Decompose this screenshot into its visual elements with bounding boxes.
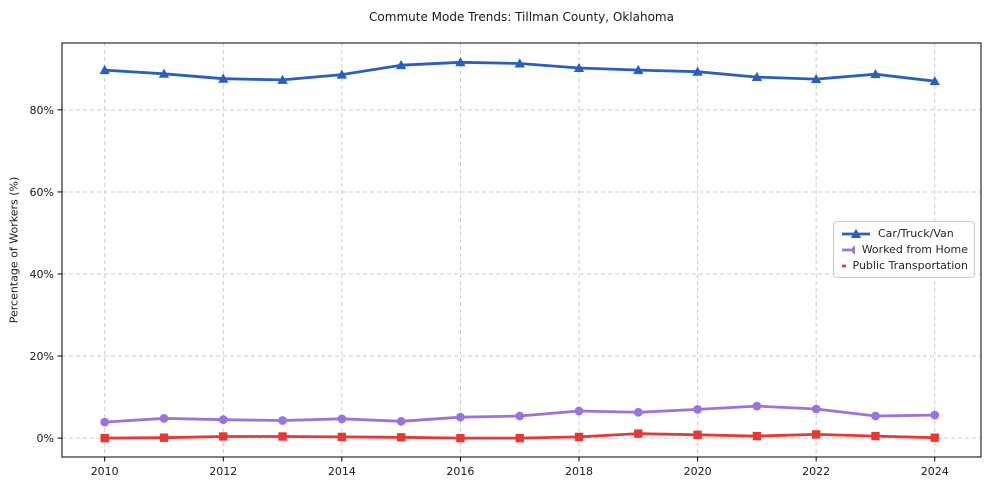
legend-circle-sample-icon bbox=[842, 245, 855, 254]
series-1-marker bbox=[456, 412, 465, 422]
y-tick-label: 20% bbox=[30, 350, 54, 363]
series-0-marker bbox=[810, 73, 822, 84]
series-2-marker bbox=[159, 433, 169, 442]
series-2-marker bbox=[278, 432, 287, 441]
axes-border bbox=[61, 42, 982, 458]
series-2-marker bbox=[811, 430, 821, 439]
series-2-marker bbox=[930, 433, 939, 442]
plot-background bbox=[62, 43, 981, 457]
x-tick-label: 2022 bbox=[802, 465, 830, 478]
legend-item: Worked from Home bbox=[841, 242, 968, 257]
series-0-marker bbox=[277, 74, 288, 84]
series-1-marker bbox=[752, 401, 762, 411]
legend-triangle-marker-icon bbox=[850, 228, 862, 238]
series-1-marker bbox=[100, 417, 110, 427]
chart-title: Commute Mode Trends: Tillman County, Okl… bbox=[369, 10, 674, 24]
series-1-marker bbox=[574, 406, 584, 416]
legend-item: Car/Truck/Van bbox=[841, 226, 968, 241]
series-2-marker bbox=[693, 430, 702, 440]
y-tick-label: 40% bbox=[30, 268, 54, 281]
x-tick-label: 2024 bbox=[921, 465, 949, 478]
legend-square-sample-icon bbox=[842, 264, 846, 267]
y-tick-label: 60% bbox=[30, 186, 54, 199]
series-0-marker bbox=[455, 57, 466, 67]
x-tick-label: 2010 bbox=[91, 465, 119, 478]
series-1-marker bbox=[218, 415, 228, 425]
series-1-marker bbox=[515, 411, 525, 421]
series-0-marker bbox=[573, 62, 585, 73]
series-2-marker bbox=[634, 429, 643, 438]
series-0-marker bbox=[692, 66, 703, 76]
x-tick-label: 2020 bbox=[684, 465, 712, 478]
series-2-marker bbox=[515, 433, 524, 443]
series-0-marker bbox=[99, 64, 110, 75]
series-0-marker bbox=[514, 58, 525, 68]
series-0-marker bbox=[336, 69, 348, 79]
legend-item: Public Transportation bbox=[841, 258, 968, 273]
series-1-marker bbox=[633, 407, 643, 417]
series-0-marker bbox=[751, 71, 763, 82]
y-tick-label: 80% bbox=[30, 104, 54, 117]
x-tick-label: 2014 bbox=[328, 465, 356, 478]
series-1-marker bbox=[337, 414, 347, 424]
series-1-marker bbox=[278, 416, 287, 425]
series-1-marker bbox=[396, 416, 406, 426]
legend-label: Worked from Home bbox=[861, 243, 968, 256]
series-2-marker bbox=[871, 431, 880, 441]
series-2-marker bbox=[219, 432, 228, 441]
y-tick-label: 0% bbox=[37, 432, 54, 445]
legend-label: Car/Truck/Van bbox=[878, 227, 954, 240]
series-2-marker bbox=[100, 433, 109, 443]
x-tick-label: 2016 bbox=[446, 465, 474, 478]
series-2-marker bbox=[456, 433, 465, 443]
series-2-marker bbox=[337, 432, 347, 442]
series-0-marker bbox=[929, 75, 940, 86]
legend: Car/Truck/Van Worked from Home Public Tran… bbox=[833, 221, 975, 278]
series-0-marker bbox=[218, 73, 229, 83]
series-0-marker bbox=[158, 68, 170, 78]
series-0-marker bbox=[870, 68, 881, 79]
series-2-marker bbox=[574, 432, 584, 442]
series-1-marker bbox=[811, 404, 821, 414]
series-1-marker bbox=[871, 411, 880, 421]
series-2-marker bbox=[752, 431, 762, 441]
x-tick-label: 2018 bbox=[565, 465, 593, 478]
legend-triangle-sample-icon bbox=[842, 228, 870, 238]
series-1-marker bbox=[930, 410, 940, 420]
legend-label: Public Transportation bbox=[852, 259, 968, 272]
series-2-marker bbox=[396, 433, 406, 442]
series-0-marker bbox=[633, 64, 644, 75]
series-1-marker bbox=[693, 405, 702, 414]
series-0-marker bbox=[395, 59, 407, 70]
series-1-marker bbox=[159, 414, 169, 423]
legend-circle-marker-icon bbox=[851, 245, 855, 254]
x-tick-label: 2012 bbox=[209, 465, 237, 478]
